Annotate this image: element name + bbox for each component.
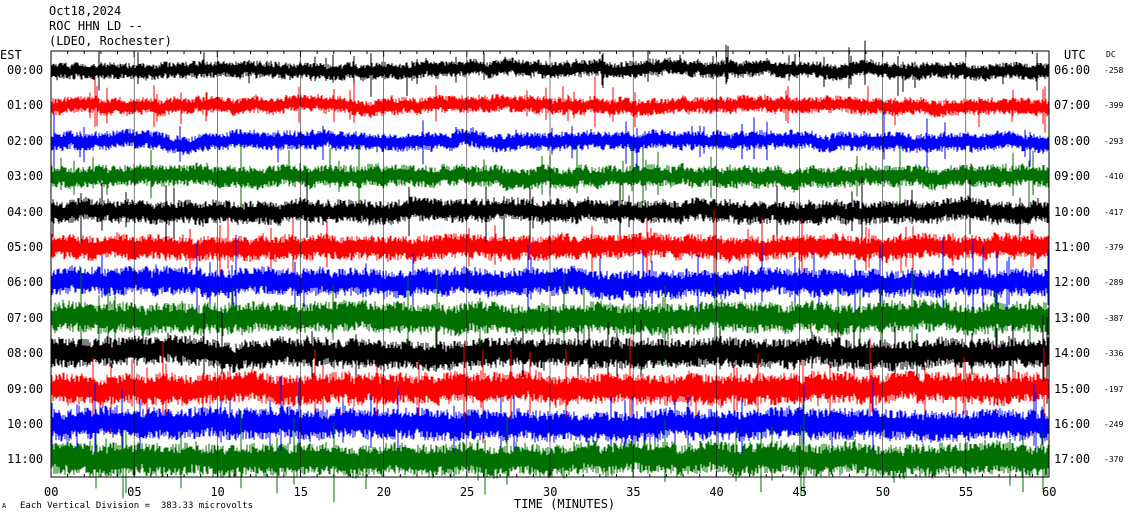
- right-hour-label: 07:00: [1054, 98, 1091, 113]
- date-label: Oct18,2024: [49, 4, 122, 18]
- dc-offset-label: -249: [1104, 420, 1124, 429]
- left-hour-label: 09:00: [7, 381, 44, 396]
- x-tick-label: 40: [709, 485, 724, 499]
- right-hour-label: 12:00: [1054, 275, 1091, 290]
- right-timezone-label: UTC: [1064, 48, 1086, 62]
- left-hour-label: 00:00: [7, 63, 44, 77]
- trace-row-10: [51, 376, 1049, 474]
- x-tick-label: 35: [626, 485, 641, 499]
- dc-offset-label: -417: [1104, 207, 1124, 217]
- right-hour-label: 17:00: [1054, 452, 1091, 467]
- trace-row-9: [51, 337, 1049, 444]
- trace-row-11: [51, 402, 1049, 503]
- x-tick-label: 55: [958, 485, 974, 499]
- right-hour-label: 15:00: [1054, 381, 1091, 396]
- trace-row-4: [51, 172, 1049, 254]
- dc-offset-label: -293: [1104, 136, 1124, 146]
- trace-group: [51, 40, 1049, 503]
- tick-group: [50, 51, 1050, 477]
- trace-row-1: [51, 76, 1049, 133]
- dc-offset-label: -258: [1104, 66, 1124, 75]
- dc-offset-label: -289: [1104, 278, 1124, 288]
- x-tick-label: 25: [459, 485, 475, 499]
- station-label: ROC HHN LD --: [49, 19, 143, 33]
- trace-row-3: [51, 143, 1049, 213]
- left-hour-label: 07:00: [7, 310, 44, 325]
- right-hour-label: 16:00: [1054, 417, 1091, 431]
- right-hour-label: 10:00: [1054, 204, 1091, 219]
- left-hour-label: 10:00: [7, 417, 44, 431]
- left-hour-label: 08:00: [7, 346, 44, 361]
- left-hour-label: 01:00: [7, 98, 44, 113]
- x-tick-label: 10: [210, 485, 225, 499]
- left-hour-label: 03:00: [7, 169, 44, 184]
- x-tick-label: 20: [376, 485, 392, 499]
- trace-row-2: [51, 111, 1049, 170]
- x-tick-label: 45: [792, 485, 807, 499]
- x-tick-label: 30: [543, 485, 558, 499]
- dc-offset-label: -370: [1104, 455, 1124, 465]
- dc-header-label: DC: [1106, 50, 1116, 59]
- right-hour-label: 13:00: [1054, 310, 1091, 325]
- right-hour-label: 08:00: [1054, 133, 1091, 148]
- location-label: (LDEO, Rochester): [49, 34, 172, 48]
- left-timezone-label: EST: [0, 48, 22, 62]
- left-hour-label: 06:00: [7, 275, 44, 290]
- x-tick-label: 00: [44, 485, 59, 499]
- dc-offset-label: -379: [1104, 243, 1124, 252]
- left-hour-label: 11:00: [7, 452, 44, 467]
- left-hour-label: 02:00: [7, 133, 44, 148]
- right-hour-label: 14:00: [1054, 346, 1091, 361]
- right-hour-label: 06:00: [1054, 63, 1091, 77]
- x-tick-label: 50: [875, 485, 891, 499]
- dc-offset-label: -387: [1104, 313, 1124, 323]
- x-tick-label: 15: [293, 485, 308, 499]
- right-hour-label: 09:00: [1054, 169, 1091, 184]
- trace-row-0: [51, 40, 1049, 97]
- trace-row-6: [51, 234, 1049, 327]
- dc-offset-label: -336: [1104, 349, 1124, 359]
- amplitude-scale-icon: A: [2, 502, 7, 510]
- dc-offset-label: -197: [1104, 384, 1124, 394]
- grid-lines: [133, 51, 967, 477]
- left-hour-label: 05:00: [7, 240, 44, 254]
- dc-offset-label: -399: [1104, 101, 1124, 111]
- dc-offset-label: -410: [1104, 172, 1124, 182]
- x-tick-label: 05: [127, 485, 142, 499]
- right-hour-label: 11:00: [1054, 240, 1091, 254]
- trace-row-5: [51, 210, 1049, 290]
- x-tick-label: 60: [1042, 485, 1057, 499]
- scale-note: Each Vertical Division = 383.33 microvol…: [20, 501, 253, 511]
- x-axis-title: TIME (MINUTES): [514, 497, 616, 511]
- left-hour-label: 04:00: [7, 204, 44, 219]
- trace-row-8: [51, 311, 1049, 405]
- trace-row-7: [51, 267, 1049, 367]
